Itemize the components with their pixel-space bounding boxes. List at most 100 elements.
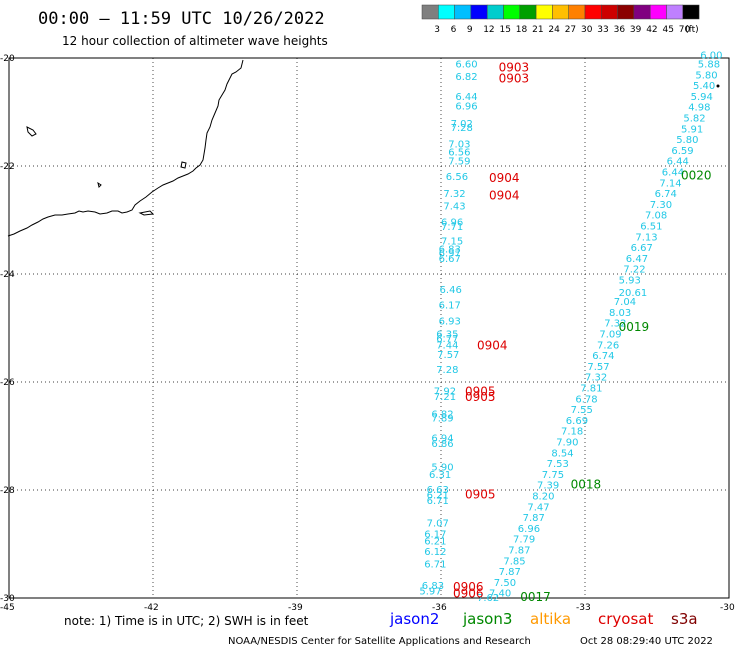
wave-height-value: 8.54 [551, 448, 573, 459]
pass-label: 0904 [489, 171, 520, 185]
wave-height-value: 7.87 [499, 567, 521, 578]
footer-timestamp: Oct 28 08:29:40 UTC 2022 [580, 636, 713, 647]
plot-frame [8, 57, 730, 599]
colorbar-label: 3 [434, 25, 440, 35]
colorbar-swatch [568, 4, 586, 20]
x-tick-label: -39 [288, 603, 303, 613]
pass-label: 0906 [453, 580, 484, 594]
wave-height-value: 6.82 [455, 72, 477, 83]
wave-height-value: 7.85 [503, 556, 525, 567]
wave-height-value: 6.12 [424, 547, 446, 558]
colorbar-label: 6 [451, 25, 457, 35]
wave-height-value: 7.71 [441, 222, 463, 233]
plot-area: 6.606.826.446.967.027.287.036.567.596.56… [7, 50, 730, 604]
colorbar-label: 18 [516, 25, 528, 35]
wave-height-value: 7.75 [542, 470, 564, 481]
wave-height-value: 7.39 [537, 481, 559, 492]
colorbar-swatch [682, 4, 700, 20]
wave-height-value: 7.02 [451, 119, 473, 130]
colorbar-label: 30 [581, 25, 593, 35]
wave-height-value: 7.30 [650, 200, 672, 211]
wave-height-value: 7.40 [489, 589, 511, 600]
wave-height-value: 5.90 [431, 462, 453, 473]
wave-height-value: 7.89 [431, 414, 453, 425]
colorbar-swatch [601, 4, 618, 20]
wave-height-value: 7.18 [561, 427, 583, 438]
pass-label: 0906 [453, 587, 484, 601]
wave-height-value: 7.81 [580, 383, 602, 394]
satellite-legend: jason2 jason3 altika cryosat s3a [389, 610, 698, 628]
colorbar-swatch [617, 4, 635, 20]
x-tick-label: -30 [720, 603, 735, 613]
satellite-legend-cryosat: cryosat [598, 610, 653, 628]
pass-label: 0903 [499, 72, 530, 86]
colorbar-swatch [470, 4, 488, 20]
pass-label: 0018 [571, 478, 602, 492]
y-tick-label: -26 [0, 378, 15, 388]
wave-height-value: 6.60 [455, 59, 477, 70]
colorbar-swatch [519, 4, 537, 20]
wave-height-value: 7.22 [623, 265, 645, 276]
wave-height-value: 7.32 [443, 189, 465, 200]
colorbar-label: 39 [630, 25, 642, 35]
wave-height-value: 6.51 [640, 221, 662, 232]
colorbar-label: 36 [614, 25, 626, 35]
pass-label: 0020 [681, 169, 712, 183]
wave-height-value: 6.47 [626, 254, 648, 265]
wave-height-value: 5.91 [681, 124, 703, 135]
grid-lines [9, 58, 729, 598]
y-tick-label: -20 [0, 54, 15, 64]
pass-label: 0905 [465, 385, 496, 399]
wave-height-value: 7.43 [443, 202, 465, 213]
wave-height-value: 5.97 [419, 587, 441, 598]
pass-label: 0905 [465, 487, 496, 501]
wave-height-value: 7.13 [635, 232, 657, 243]
chart-subtitle: 12 hour collection of altimeter wave hei… [62, 34, 328, 48]
colorbar-swatch [535, 4, 553, 20]
wave-height-value: 5.82 [683, 113, 705, 124]
pass-label: 0905 [465, 390, 496, 404]
coastline-islands [26, 126, 187, 216]
wave-height-value: 6.46 [440, 285, 462, 296]
wave-height-value: 6.31 [429, 470, 451, 481]
colorbar-label: (ft) [685, 25, 699, 35]
colorbar-swatch [633, 4, 651, 20]
wave-height-value: 7.62 [477, 593, 499, 604]
wave-height-value: 7.28 [451, 123, 473, 134]
pass-label: 0904 [489, 189, 520, 203]
wave-height-value: 6.74 [592, 351, 614, 362]
wave-height-value: 6.56 [448, 148, 470, 159]
wave-height-value: 6.82 [431, 409, 453, 420]
wave-height-value: 6.44 [662, 167, 684, 178]
colorbar-label: 45 [663, 25, 674, 35]
satellite-legend-jason2: jason2 [389, 610, 439, 628]
wave-height-points: 6.606.826.446.967.027.287.036.567.596.56… [419, 50, 722, 604]
colorbar-swatch [552, 4, 569, 20]
wave-height-value: 5.94 [691, 92, 713, 103]
colorbar-swatch [421, 4, 439, 20]
wave-height-value: 7.28 [436, 365, 458, 376]
wave-height-value: 6.59 [671, 146, 693, 157]
wave-height-value: 7.14 [659, 178, 681, 189]
colorbar-label: 27 [565, 25, 576, 35]
wave-height-value: 6.96 [518, 524, 540, 535]
x-tick-label: -42 [144, 603, 159, 613]
colorbar-label: 24 [548, 25, 560, 35]
wave-height-value: 6.74 [655, 189, 677, 200]
chart-title: 00:00 – 11:59 UTC 10/26/2022 [38, 9, 325, 29]
y-tick-label: -30 [0, 594, 15, 604]
wave-height-value: 7.59 [448, 157, 470, 168]
wave-height-value: 7.32 [585, 373, 607, 384]
wave-height-value: 7.26 [597, 340, 619, 351]
coastline [7, 59, 244, 237]
wave-height-value: 6.83 [422, 581, 444, 592]
pass-label: 0019 [619, 320, 650, 334]
wave-height-value: 6.94 [431, 434, 453, 445]
wave-height-value: 6.17 [424, 529, 446, 540]
satellite-legend-s3a: s3a [671, 610, 698, 628]
colorbar-label: 9 [467, 25, 473, 35]
wave-height-value: 6.96 [441, 218, 463, 229]
colorbar-label: 70 [679, 25, 691, 35]
y-tick-label: -24 [0, 270, 15, 280]
